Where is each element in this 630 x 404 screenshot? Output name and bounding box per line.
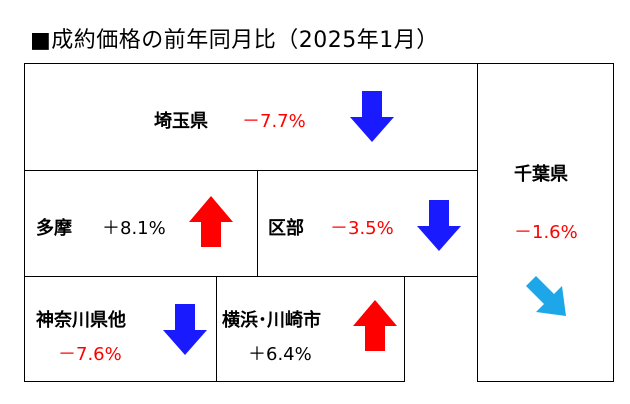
region-saitama [24,63,478,171]
region-chiba [477,63,614,382]
down-arrow-icon [350,91,394,142]
region-change: ＋8.1% [102,218,166,239]
region-change: ＋6.4% [248,344,312,365]
region-change: －7.7% [242,111,306,132]
up-arrow-icon [353,300,397,351]
region-name: 千葉県 [514,164,568,185]
region-name: 神奈川県他 [36,310,126,331]
region-change: －1.6% [514,222,578,243]
region-name: 埼玉県 [154,111,208,132]
up-arrow-icon [189,196,233,247]
down-right-arrow-icon [526,276,566,316]
region-name: 多摩 [36,218,72,239]
region-name: 区部 [268,218,304,239]
down-arrow-icon [163,304,207,355]
page-title: ■成約価格の前年同月比（2025年1月） [30,28,439,53]
region-change: －7.6% [58,344,122,365]
region-change: －3.5% [330,218,394,239]
down-arrow-icon [417,200,461,251]
region-name: 横浜･川崎市 [222,310,321,331]
